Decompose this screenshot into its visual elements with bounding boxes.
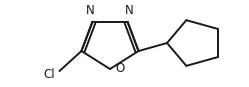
- Text: Cl: Cl: [44, 68, 55, 81]
- Text: O: O: [115, 62, 125, 76]
- Text: N: N: [125, 4, 134, 17]
- Text: N: N: [86, 4, 95, 17]
